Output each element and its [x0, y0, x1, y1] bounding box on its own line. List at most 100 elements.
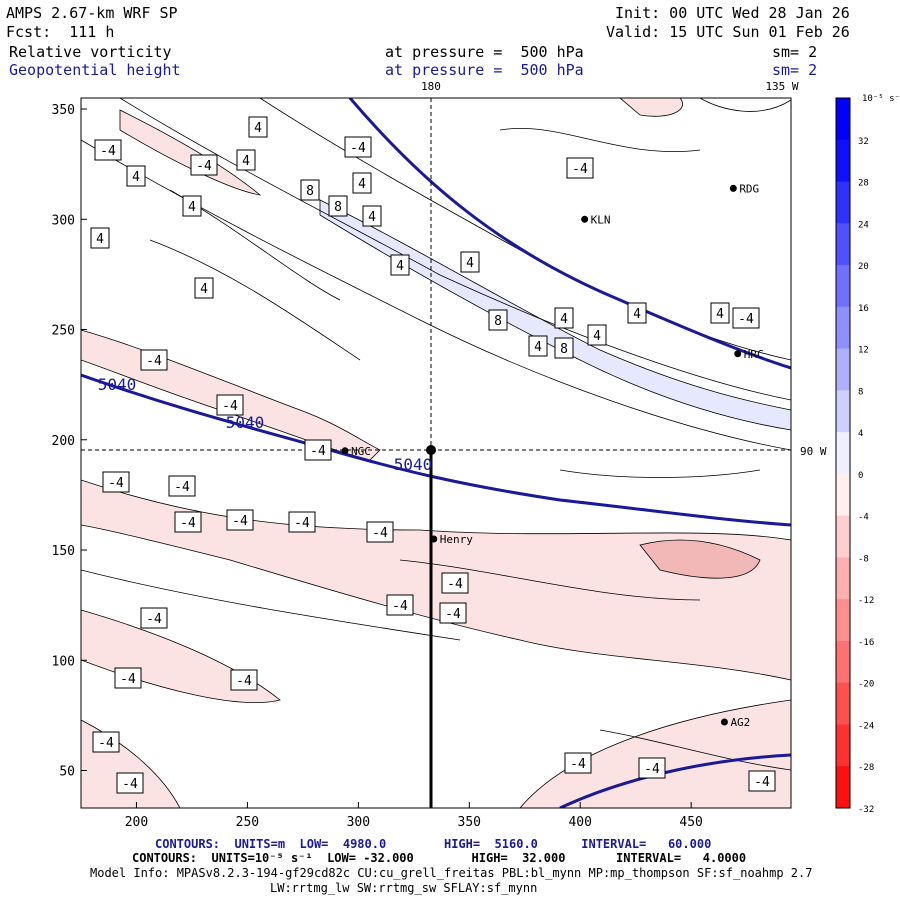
vorticity-label: 4	[633, 307, 641, 322]
field-name-vorticity: Relative vorticity	[9, 43, 172, 61]
x-tick-label: 450	[679, 815, 702, 830]
vorticity-label: 4	[132, 170, 140, 185]
y-tick-label: 250	[52, 324, 75, 339]
vorticity-label-box	[352, 172, 372, 194]
right-label-90W: 90 W	[800, 445, 827, 458]
vorticity-label: 4	[254, 121, 262, 136]
vorticity-label: -4	[108, 476, 124, 491]
y-tick-label: 150	[52, 544, 75, 559]
colorbar-level-label: 28	[858, 179, 869, 189]
colorbar-swatch	[836, 348, 850, 391]
vorticity-label-box	[587, 324, 607, 346]
colorbar: 32 28 24 20 16 12 8 4 0 -4 -8 -12 -16 -20 -24 -28 -32	[835, 97, 874, 815]
colorbar-swatch	[836, 557, 850, 600]
colorbar-level-label: -8	[858, 554, 869, 564]
colorbar-level-label: -20	[858, 680, 874, 690]
colorbar-swatch	[836, 766, 850, 809]
vorticity-label: 4	[200, 282, 208, 297]
station-dot	[729, 184, 737, 192]
vorticity-label-box	[182, 195, 202, 217]
vorticity-label: -4	[754, 775, 770, 790]
colorbar-swatch	[836, 682, 850, 725]
vorticity-label-box	[304, 439, 332, 461]
vorticity-label: 8	[306, 184, 314, 199]
y-tick-label: 300	[52, 213, 75, 228]
vorticity-label: -4	[350, 141, 366, 156]
vorticity-label-box	[362, 205, 382, 227]
vorticity-label-box	[230, 669, 258, 691]
x-axis: 200 250 300 350 400 450	[125, 802, 703, 830]
vorticity-label-box	[564, 752, 592, 774]
colorbar-level-label: -32	[858, 805, 874, 815]
vorticity-label-box	[92, 731, 120, 753]
vorticity-label-box	[94, 139, 122, 161]
colorbar-swatch	[836, 306, 850, 350]
colorbar-level-label: 32	[858, 137, 869, 147]
station-name: RDG	[739, 182, 759, 195]
colorbar-level-label: -16	[858, 638, 874, 648]
plot-frame	[80, 97, 792, 809]
station-dot	[341, 447, 349, 455]
station-dot	[581, 215, 589, 223]
height-contour-label: 5040	[394, 455, 433, 474]
station-dot	[430, 535, 438, 543]
vorticity-label: -4	[310, 444, 326, 459]
vorticity-label: -4	[146, 612, 162, 627]
vorticity-label: -4	[570, 757, 586, 772]
colorbar-swatch	[836, 432, 850, 475]
vorticity-label: 4	[188, 200, 196, 215]
vorticity-label-box	[114, 667, 142, 689]
footer-model-info-2: LW:rrtmg_lw SW:rrtmg_sw SFLAY:sf_mynn	[270, 881, 538, 895]
vorticity-label: -4	[445, 607, 461, 622]
vorticity-label-box	[386, 594, 414, 616]
vorticity-label: -4	[146, 354, 162, 369]
colorbar-level-label: 12	[858, 346, 869, 356]
model-title: AMPS 2.67-km WRF SP	[6, 4, 178, 22]
top-label-180: 180	[421, 80, 441, 93]
colorbar-level-label: -12	[858, 596, 874, 606]
colorbar-units: 10⁻⁵ s⁻¹	[862, 94, 900, 104]
height-labels: 5040 5040 5040	[98, 375, 433, 474]
y-tick-label: 350	[52, 103, 75, 118]
x-tick-label: 200	[125, 815, 148, 830]
forecast-hour: Fcst: 111 h	[6, 23, 115, 41]
colorbar-level-label: -28	[858, 763, 874, 773]
vorticity-label-box	[390, 254, 410, 276]
vorticity-label-box	[126, 165, 146, 187]
station-markers: KLN RDG HRC NGC Henry AG2	[341, 182, 764, 729]
y-tick-label: 50	[59, 765, 75, 780]
colorbar-level-label: 0	[858, 471, 863, 481]
smoothing-vorticity: sm= 2	[772, 43, 818, 61]
x-tick-label: 350	[458, 815, 481, 830]
field-name-height: Geopotential height	[9, 61, 181, 79]
vorticity-label-box	[460, 251, 480, 273]
colorbar-swatch	[836, 265, 850, 308]
colorbar-swatch	[836, 599, 850, 642]
vorticity-label: 4	[368, 210, 376, 225]
vorticity-label: -4	[222, 399, 238, 414]
vorticity-label-box	[174, 511, 202, 533]
vorticity-label-box	[732, 307, 760, 329]
colorbar-swatch	[836, 139, 850, 183]
vorticity-label-box	[638, 757, 666, 779]
colorbar-swatch	[836, 223, 850, 266]
colorbar-level-label: -24	[858, 721, 874, 731]
vorticity-label: -4	[294, 516, 310, 531]
vorticity-label-box	[554, 337, 574, 359]
vorticity-label-box	[710, 302, 730, 324]
vorticity-label: -4	[232, 514, 248, 529]
vorticity-labels: -4 4 4 -4 4 -4 4 4 4 8 8 4 4 4 4 -4 8 4 4 8 4 4 4 -4 -4 -4 -4 -4 -4 -…	[90, 116, 776, 794]
vorticity-label-box	[140, 349, 168, 371]
neg-vorticity-lobe-se	[519, 699, 791, 808]
footer-model-info: Model Info: MPASv8.2.3-194-gf29cd82c CU:…	[90, 866, 813, 880]
vorticity-label-box	[90, 227, 110, 249]
pos-vorticity-band	[319, 199, 791, 431]
x-tick-label: 250	[236, 815, 259, 830]
colorbar-level-label: 24	[858, 220, 869, 230]
vorticity-label-box	[102, 471, 130, 493]
vorticity-label: 4	[96, 232, 104, 247]
vorticity-label: -4	[644, 762, 660, 777]
pressure-level-vorticity: at pressure = 500 hPa	[385, 43, 584, 61]
vorticity-label-box	[248, 116, 268, 138]
